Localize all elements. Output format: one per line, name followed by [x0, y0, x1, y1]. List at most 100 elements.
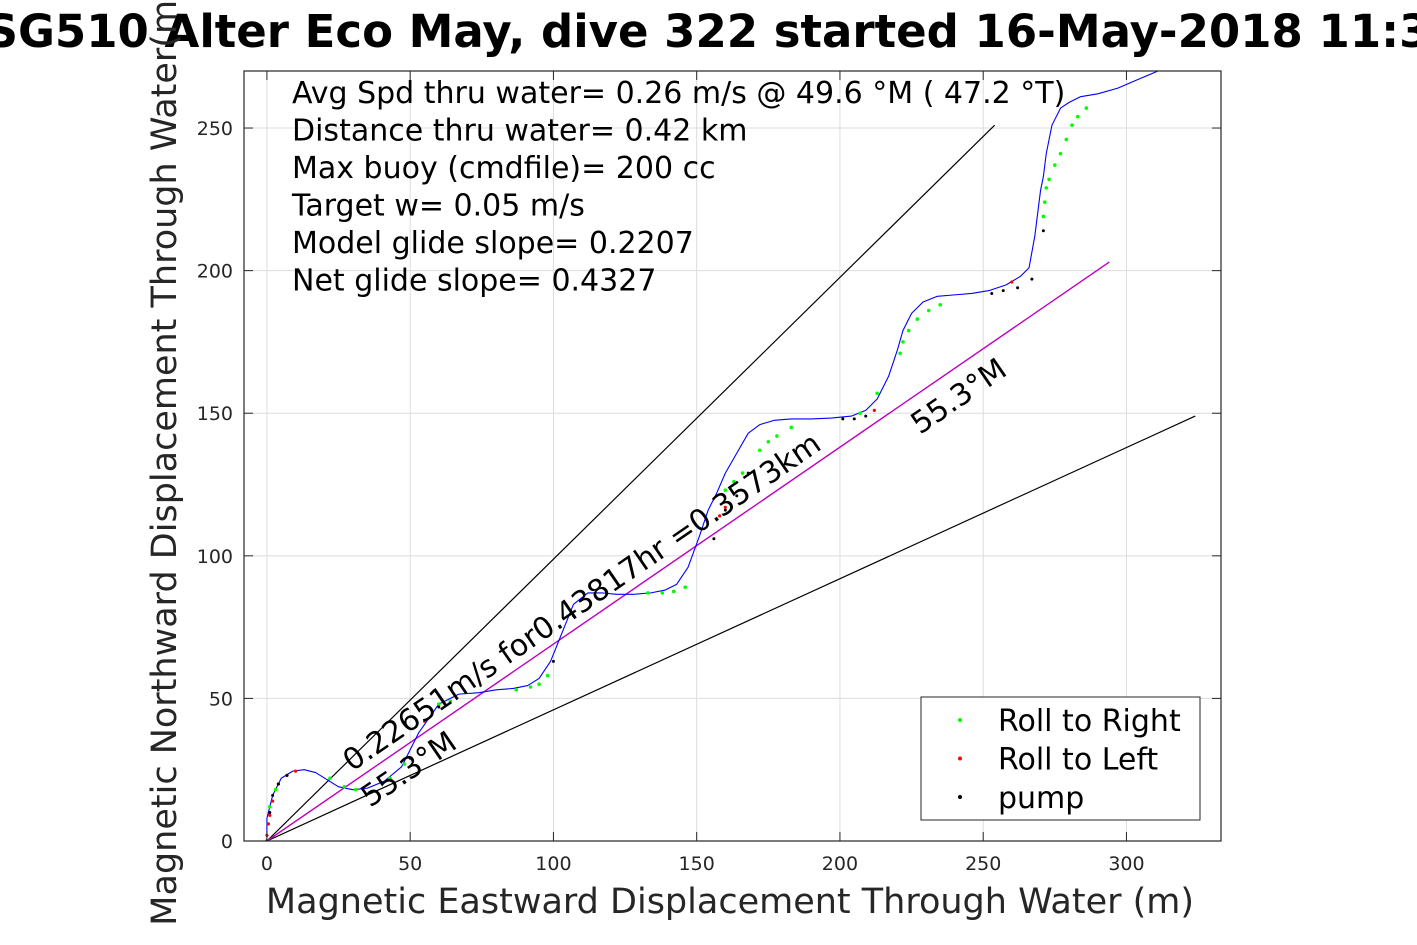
y-axis-label: Magnetic Northward Displacement Through … — [145, 0, 185, 926]
roll-left-point — [271, 799, 275, 803]
data-layer — [265, 71, 1196, 841]
info-line: Net glide slope= 0.4327 — [292, 264, 656, 299]
roll-right-point — [437, 702, 441, 706]
pump-point — [1001, 289, 1005, 293]
x-axis-label: Magnetic Eastward Displacement Through W… — [266, 882, 1194, 922]
net-displacement-line — [266, 261, 1110, 841]
roll-right-point — [858, 411, 862, 416]
roll-right-point — [267, 804, 272, 809]
roll-left-point — [718, 514, 722, 518]
roll-right-point — [789, 425, 794, 430]
guide-lower-line — [266, 415, 1196, 841]
roll-right-point — [1075, 114, 1080, 119]
pump-point — [276, 782, 280, 786]
roll-right-point — [545, 673, 550, 678]
roll-left-point — [266, 822, 270, 826]
roll-right-point — [740, 471, 745, 475]
guide-upper-line — [266, 124, 996, 841]
pump-point — [437, 705, 441, 709]
info-line: Distance thru water= 0.42 km — [292, 114, 747, 149]
roll-right-point — [898, 351, 902, 356]
pump-point — [712, 537, 716, 541]
roll-left-point — [268, 813, 272, 817]
roll-right-point — [528, 685, 533, 689]
x-tick-label: 50 — [398, 853, 422, 875]
pump-point — [1030, 277, 1034, 281]
pump-point — [408, 756, 412, 760]
roll-right-point — [1084, 106, 1089, 110]
x-tick-label: 100 — [535, 853, 571, 875]
roll-right-point — [915, 317, 920, 321]
roll-right-point — [1042, 200, 1047, 204]
roll-right-point — [757, 448, 762, 453]
roll-right-point — [1044, 186, 1049, 190]
roll-left-point — [723, 505, 727, 509]
legend-marker — [958, 718, 962, 722]
roll-right-point — [537, 682, 541, 686]
roll-right-point — [1058, 151, 1063, 156]
roll-right-point — [683, 585, 688, 589]
pump-point — [1041, 229, 1045, 233]
roll-right-point — [646, 591, 650, 595]
roll-right-point — [906, 328, 911, 333]
roll-right-point — [926, 308, 931, 313]
legend-label: pump — [998, 781, 1084, 816]
track-line — [266, 71, 1160, 841]
roll-left-point — [872, 408, 876, 412]
roll-right-point — [342, 785, 347, 789]
pump-point — [268, 810, 272, 814]
roll-right-point — [1041, 214, 1046, 219]
roll-right-point — [353, 787, 358, 792]
roll-right-point — [1070, 123, 1074, 127]
pump-point — [735, 494, 739, 498]
info-line: Max buoy (cmdfile)= 200 cc — [292, 151, 716, 186]
chart-title: SG510 Alter Eco May, dive 322 started 16… — [0, 5, 1417, 58]
legend-marker — [958, 756, 962, 761]
roll-right-point — [448, 699, 453, 704]
roll-left-point — [1010, 280, 1014, 284]
roll-right-point — [1053, 163, 1057, 167]
roll-right-point — [660, 591, 665, 595]
roll-right-point — [388, 776, 392, 781]
info-line: Model glide slope= 0.2207 — [292, 226, 694, 261]
legend-label: Roll to Right — [998, 704, 1181, 739]
legend-label: Roll to Left — [998, 743, 1158, 778]
roll-right-point — [901, 340, 905, 344]
y-tick-label: 100 — [197, 546, 233, 568]
pump-point — [852, 417, 856, 421]
pump-point — [1016, 286, 1020, 290]
roll-right-point — [938, 303, 943, 307]
pump-point — [841, 417, 845, 421]
info-text-block: Avg Spd thru water= 0.26 m/s @ 49.6 °M (… — [291, 76, 1065, 299]
y-tick-label: 50 — [209, 688, 233, 710]
roll-right-point — [1064, 137, 1069, 142]
roll-right-point — [875, 391, 879, 396]
roll-left-point — [422, 719, 427, 723]
legend-box — [920, 696, 1201, 821]
roll-right-point — [1047, 177, 1051, 182]
pump-point — [864, 414, 868, 418]
x-tick-label: 250 — [965, 853, 1001, 875]
legend-marker — [958, 795, 962, 799]
pump-point — [285, 773, 289, 777]
y-tick-label: 150 — [197, 403, 233, 425]
roll-right-point — [723, 488, 728, 493]
x-tick-label: 150 — [679, 853, 715, 875]
roll-right-point — [328, 776, 332, 781]
pump-point — [571, 614, 575, 618]
y-tick-label: 250 — [197, 118, 233, 140]
x-tick-label: 300 — [1108, 853, 1144, 875]
y-tick-label: 0 — [221, 831, 233, 853]
roll-right-point — [273, 787, 278, 792]
roll-right-point — [775, 434, 779, 438]
x-tick-label: 0 — [261, 853, 273, 875]
pump-point — [551, 659, 555, 663]
info-line: Target w= 0.05 m/s — [291, 189, 585, 224]
pump-point — [271, 793, 275, 797]
axes-box — [243, 70, 1222, 842]
roll-right-point — [514, 688, 518, 692]
axis-ticks: 0 50 100 150 200 250 300 0 50 100 150 200 250 — [197, 71, 1221, 875]
